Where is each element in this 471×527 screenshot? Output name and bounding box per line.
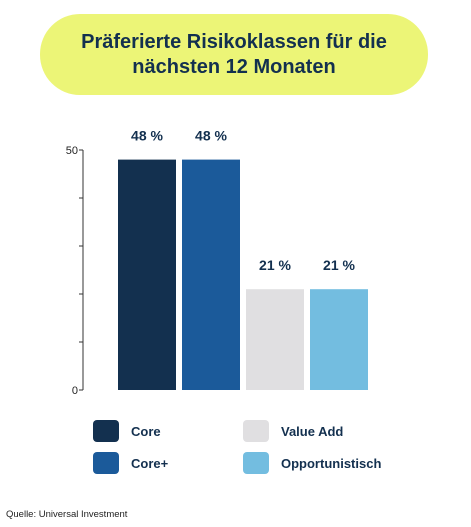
source-note: Quelle: Universal Investment: [6, 509, 128, 520]
bar-value-label: 21 %: [323, 257, 355, 273]
bar-2: [182, 159, 240, 390]
y-tick-label: 50: [66, 145, 78, 157]
chart-legend: Core Core+ Value Add Opportunistisch: [0, 416, 471, 486]
bar-value-label: 48 %: [131, 128, 163, 144]
legend-swatch-opportunistisch: [243, 452, 269, 474]
legend-swatch-value-add: [243, 420, 269, 442]
chart-title-banner: Präferierte Risikoklassen für die nächst…: [40, 14, 428, 95]
bar-4: [310, 289, 368, 390]
legend-swatch-core: [93, 420, 119, 442]
chart-title: Präferierte Risikoklassen für die nächst…: [81, 30, 387, 78]
legend-item-core-plus: Core+: [93, 452, 168, 474]
legend-item-opportunistisch: Opportunistisch: [243, 452, 381, 474]
bar-chart: 0 50 48 % 48 % 21 % 21 %: [66, 128, 368, 397]
bar-value-label: 48 %: [195, 128, 227, 144]
legend-label-core: Core: [131, 423, 161, 439]
legend-label-value-add: Value Add: [281, 423, 344, 439]
y-tick-label: 0: [72, 385, 78, 397]
bar-value-label: 21 %: [259, 257, 291, 273]
legend-label-core-plus: Core+: [131, 455, 169, 471]
legend-label-opportunistisch: Opportunistisch: [281, 455, 382, 471]
legend-item-value-add: Value Add: [243, 420, 343, 442]
bar-1: [118, 159, 176, 390]
legend-item-core: Core: [93, 420, 161, 442]
bar-3: [246, 289, 304, 390]
legend-swatch-core-plus: [93, 452, 119, 474]
